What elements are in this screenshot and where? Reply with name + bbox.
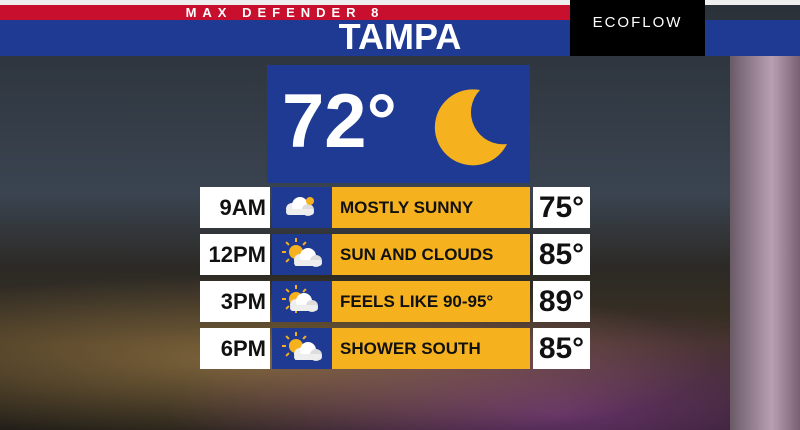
forecast-temperature: 75°	[533, 187, 590, 228]
icon-graphic	[282, 238, 322, 267]
forecast-temperature: 89°	[533, 281, 590, 322]
forecast-row: 9AM MOSTLY SUNNY 75°	[200, 187, 590, 228]
forecast-condition: SUN AND CLOUDS	[332, 234, 530, 275]
brand: MAX DEFENDER 8	[0, 5, 570, 20]
weather-icon	[272, 234, 332, 275]
weather-icon	[272, 187, 332, 228]
moon-icon	[434, 89, 507, 166]
current-temperature: 72°	[282, 79, 397, 164]
top-stripe	[0, 0, 800, 5]
current-panel	[267, 65, 530, 183]
forecast-time: 9AM	[200, 187, 270, 228]
forecast-row: 6PM SHOWER SOUTH 85°	[200, 328, 590, 369]
tower	[730, 56, 800, 430]
icon-graphic	[286, 197, 314, 216]
weather-icon	[272, 328, 332, 369]
forecast-time: 3PM	[200, 281, 270, 322]
forecast-time: 12PM	[200, 234, 270, 275]
forecast-condition: SHOWER SOUTH	[332, 328, 530, 369]
forecast-row: 3PM FEELS LIKE 90-95° 89°	[200, 281, 590, 322]
city-title: TAMPA	[338, 16, 462, 57]
forecast-condition: MOSTLY SUNNY	[332, 187, 530, 228]
icon-graphic	[282, 332, 322, 361]
forecast-condition: FEELS LIKE 90-95°	[332, 281, 530, 322]
sponsor: ECOFLOW	[570, 0, 705, 56]
forecast-row: 12PM SUN AND CLOUDS 85°	[200, 234, 590, 275]
weather-icon	[272, 281, 332, 322]
forecast-temperature: 85°	[533, 234, 590, 275]
forecast-time: 6PM	[200, 328, 270, 369]
forecast-temperature: 85°	[533, 328, 590, 369]
icon-graphic	[282, 285, 318, 313]
